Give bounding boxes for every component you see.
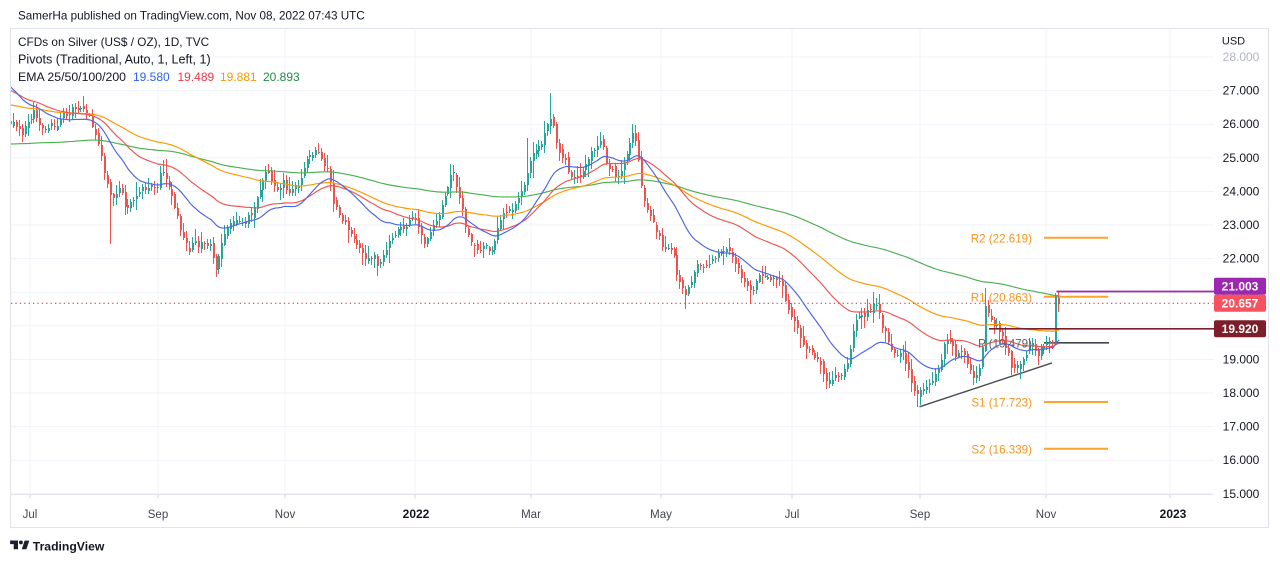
svg-text:2023: 2023 — [1160, 507, 1187, 521]
svg-text:S2 (16.339): S2 (16.339) — [971, 443, 1032, 456]
svg-text:22.000: 22.000 — [1223, 252, 1260, 266]
svg-text:Sep: Sep — [148, 509, 168, 521]
svg-text:20.657: 20.657 — [1222, 296, 1259, 310]
svg-text:R1 (20.863): R1 (20.863) — [971, 291, 1032, 304]
svg-text:16.000: 16.000 — [1223, 453, 1260, 467]
svg-text:21.003: 21.003 — [1222, 279, 1259, 293]
svg-text:Jul: Jul — [23, 509, 38, 521]
svg-text:Nov: Nov — [275, 509, 296, 521]
svg-text:Mar: Mar — [521, 509, 541, 521]
svg-text:19.000: 19.000 — [1223, 352, 1260, 366]
svg-text:CFDs on Silver (US$ / OZ), 1D,: CFDs on Silver (US$ / OZ), 1D, TVC — [18, 35, 210, 49]
svg-text:17.000: 17.000 — [1223, 420, 1260, 434]
svg-text:Jul: Jul — [785, 509, 800, 521]
svg-text:S1 (17.723): S1 (17.723) — [971, 397, 1032, 410]
svg-text:19.881: 19.881 — [220, 70, 257, 84]
svg-text:20.893: 20.893 — [263, 70, 300, 84]
svg-text:P (19.479): P (19.479) — [978, 337, 1032, 350]
svg-text:May: May — [650, 509, 672, 521]
svg-text:24.000: 24.000 — [1223, 184, 1260, 198]
svg-text:R2 (22.619): R2 (22.619) — [971, 232, 1032, 245]
svg-text:26.000: 26.000 — [1223, 117, 1260, 131]
svg-text:TradingView: TradingView — [33, 539, 105, 553]
svg-text:Sep: Sep — [910, 509, 930, 521]
svg-text:2022: 2022 — [403, 507, 430, 521]
svg-text:23.000: 23.000 — [1223, 218, 1260, 232]
svg-text:19.580: 19.580 — [133, 70, 170, 84]
svg-text:15.000: 15.000 — [1223, 487, 1260, 501]
svg-text:28.000: 28.000 — [1223, 50, 1260, 64]
svg-text:19.920: 19.920 — [1222, 322, 1259, 336]
svg-text:25.000: 25.000 — [1223, 151, 1260, 165]
svg-text:EMA 25/50/100/200: EMA 25/50/100/200 — [18, 70, 126, 84]
svg-text:19.489: 19.489 — [178, 70, 215, 84]
svg-text:Pivots (Traditional, Auto, 1,: Pivots (Traditional, Auto, 1, Left, 1) — [18, 52, 211, 66]
svg-text:SamerHa published on TradingVi: SamerHa published on TradingView.com, No… — [18, 10, 365, 23]
svg-text:27.000: 27.000 — [1223, 84, 1260, 98]
svg-text:18.000: 18.000 — [1223, 386, 1260, 400]
svg-text:Nov: Nov — [1036, 509, 1057, 521]
svg-text:USD: USD — [1222, 36, 1245, 48]
